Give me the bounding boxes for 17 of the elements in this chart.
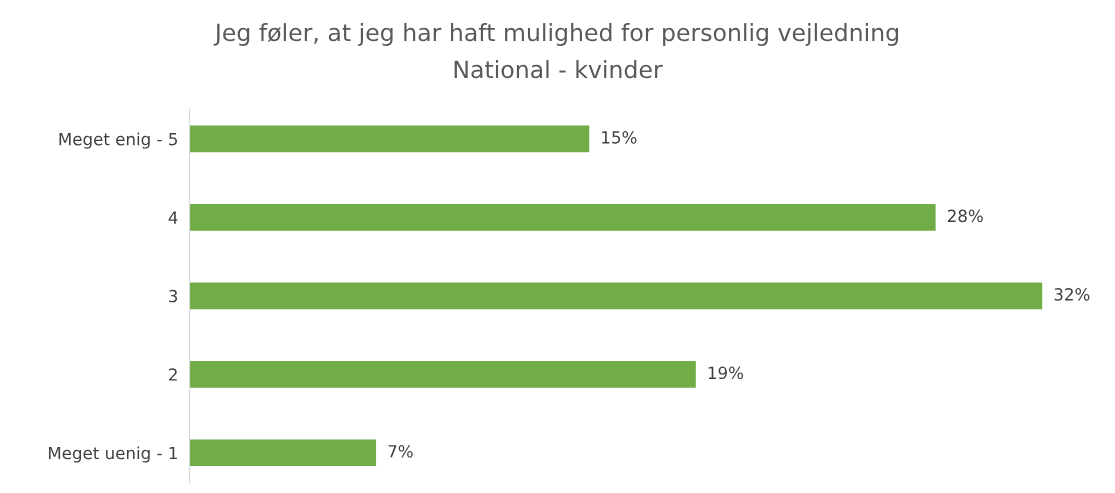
bar [189,125,590,153]
data-label: 7% [388,445,413,458]
chart-title: Jeg føler, at jeg har haft mulighed for personlig vejledning [213,23,898,46]
data-label: 15% [602,131,637,144]
data-label: 28% [947,209,983,223]
bar [189,360,696,388]
bar [189,203,936,231]
y-tick-label: 2 [169,368,177,381]
y-tick-label: Meget uenig - 1 [48,446,177,463]
bar [189,439,377,467]
data-label: 19% [708,366,744,380]
y-tick-label: 4 [168,211,178,224]
bar [189,282,1043,310]
y-tick-label: Meget enig - 5 [59,132,177,149]
y-tick-label: 3 [169,289,178,303]
data-label: 32% [1054,288,1090,301]
chart-subtitle: National - kvinder [454,60,663,79]
